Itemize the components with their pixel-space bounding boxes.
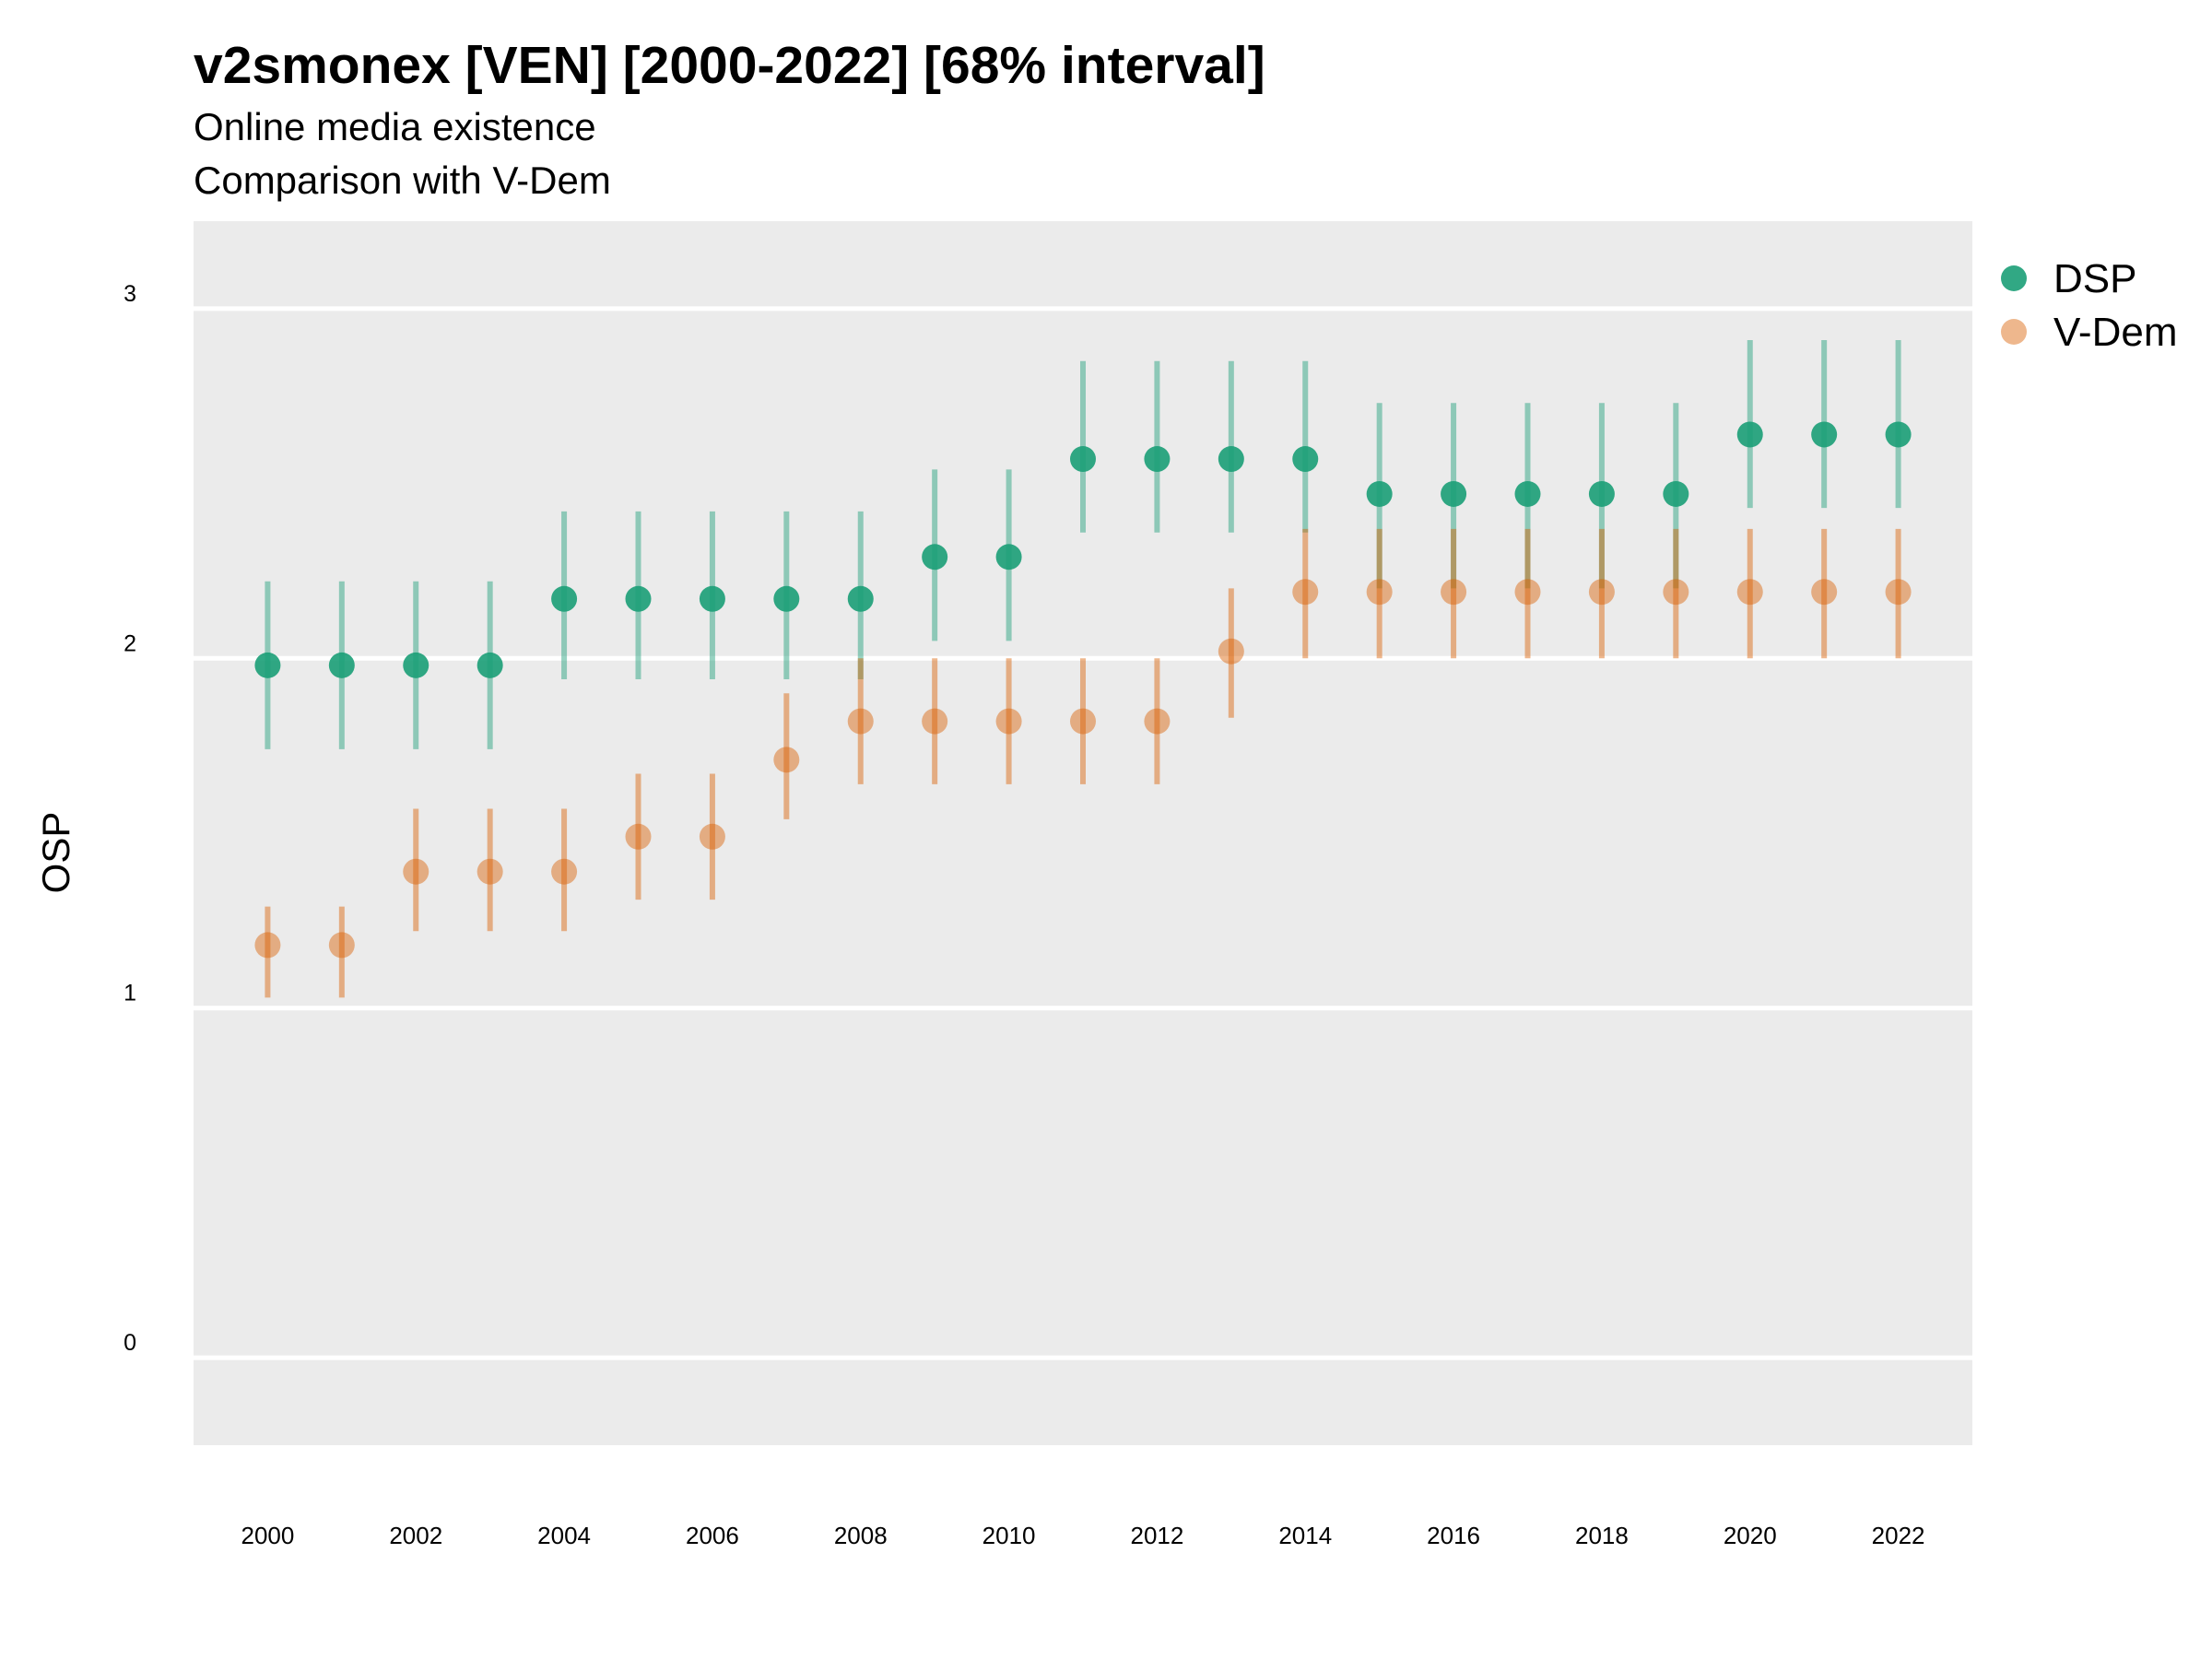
legend-key-v-dem bbox=[2001, 319, 2027, 345]
point-v-dem bbox=[773, 747, 800, 773]
point-v-dem bbox=[1366, 579, 1393, 606]
y-axis-ticks: 0 1 2 3 bbox=[124, 281, 136, 1356]
y-axis-label: OSP bbox=[34, 812, 77, 894]
point-v-dem bbox=[1070, 708, 1096, 735]
point-v-dem bbox=[699, 823, 725, 850]
point-dsp bbox=[995, 544, 1022, 571]
point-dsp bbox=[328, 652, 355, 678]
chart-title: v2smonex [VEN] [2000-2022] [68% interval… bbox=[194, 36, 1265, 95]
grid-lines bbox=[194, 306, 1972, 1360]
point-dsp bbox=[1144, 446, 1171, 473]
x-tick-label: 2020 bbox=[1724, 1522, 1777, 1549]
point-dsp bbox=[1811, 421, 1838, 448]
x-axis-ticks: 2000 2002 2004 2006 2008 2010 2012 2014 2016 2018… bbox=[241, 1522, 1924, 1549]
point-v-dem bbox=[1663, 579, 1689, 606]
point-dsp bbox=[1441, 480, 1467, 507]
point-dsp bbox=[1070, 446, 1096, 473]
point-v-dem bbox=[1292, 579, 1319, 606]
point-dsp bbox=[847, 585, 874, 612]
x-tick-label: 2018 bbox=[1575, 1522, 1629, 1549]
point-v-dem bbox=[403, 858, 429, 885]
point-dsp bbox=[1736, 421, 1763, 448]
point-dsp bbox=[551, 585, 578, 612]
x-tick-label: 2000 bbox=[241, 1522, 294, 1549]
x-tick-label: 2006 bbox=[686, 1522, 739, 1549]
point-dsp bbox=[922, 544, 948, 571]
legend-label-v-dem: V-Dem bbox=[2053, 310, 2177, 355]
point-dsp bbox=[1292, 446, 1319, 473]
data-points bbox=[254, 421, 1912, 959]
x-tick-label: 2008 bbox=[834, 1522, 888, 1549]
point-dsp bbox=[625, 585, 652, 612]
point-v-dem bbox=[1811, 579, 1838, 606]
point-dsp bbox=[1514, 480, 1541, 507]
plot-panel bbox=[194, 221, 1972, 1445]
point-v-dem bbox=[1885, 579, 1912, 606]
legend: DSP V-Dem bbox=[2001, 256, 2177, 355]
point-v-dem bbox=[625, 823, 652, 850]
x-tick-label: 2012 bbox=[1130, 1522, 1183, 1549]
point-v-dem bbox=[1588, 579, 1615, 606]
x-tick-label: 2022 bbox=[1872, 1522, 1925, 1549]
point-v-dem bbox=[477, 858, 503, 885]
point-v-dem bbox=[1441, 579, 1467, 606]
point-dsp bbox=[477, 652, 503, 678]
legend-label-dsp: DSP bbox=[2053, 256, 2136, 301]
x-tick-label: 2002 bbox=[389, 1522, 442, 1549]
point-v-dem bbox=[551, 858, 578, 885]
point-dsp bbox=[403, 652, 429, 678]
point-v-dem bbox=[1144, 708, 1171, 735]
point-v-dem bbox=[328, 932, 355, 959]
point-dsp bbox=[1366, 480, 1393, 507]
y-tick-label: 2 bbox=[124, 630, 136, 656]
x-tick-label: 2010 bbox=[982, 1522, 1036, 1549]
point-v-dem bbox=[922, 708, 948, 735]
x-tick-label: 2014 bbox=[1278, 1522, 1332, 1549]
x-tick-label: 2016 bbox=[1427, 1522, 1480, 1549]
chart-subtitle-1: Online media existence bbox=[194, 105, 596, 148]
legend-key-dsp bbox=[2001, 265, 2027, 291]
point-dsp bbox=[699, 585, 725, 612]
point-v-dem bbox=[254, 932, 281, 959]
y-tick-label: 3 bbox=[124, 281, 136, 307]
point-v-dem bbox=[1218, 638, 1244, 665]
point-dsp bbox=[1663, 480, 1689, 507]
point-v-dem bbox=[847, 708, 874, 735]
point-dsp bbox=[773, 585, 800, 612]
chart-subtitle-2: Comparison with V-Dem bbox=[194, 159, 611, 202]
y-tick-label: 0 bbox=[124, 1330, 136, 1356]
y-tick-label: 1 bbox=[124, 981, 136, 1006]
point-v-dem bbox=[1736, 579, 1763, 606]
point-v-dem bbox=[995, 708, 1022, 735]
point-v-dem bbox=[1514, 579, 1541, 606]
point-dsp bbox=[1588, 480, 1615, 507]
x-tick-label: 2004 bbox=[537, 1522, 591, 1549]
point-dsp bbox=[254, 652, 281, 678]
point-dsp bbox=[1218, 446, 1244, 473]
point-dsp bbox=[1885, 421, 1912, 448]
